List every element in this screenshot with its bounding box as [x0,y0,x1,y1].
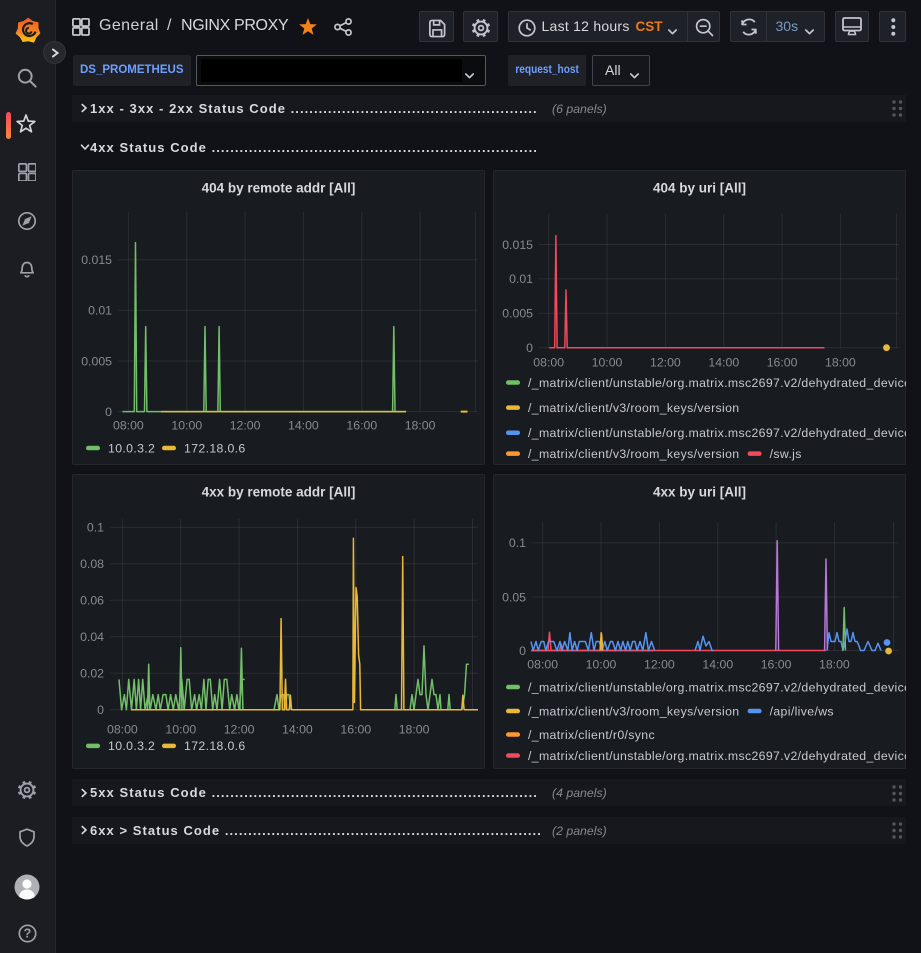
svg-text:0: 0 [97,703,104,717]
svg-text:?: ? [23,927,31,941]
svg-text:14:00: 14:00 [702,657,733,671]
svg-text:10:00: 10:00 [171,418,202,432]
svg-text:/_matrix/client/v3/room_keys/v: /_matrix/client/v3/room_keys/version [528,447,739,461]
svg-text:172.18.0.6: 172.18.0.6 [184,441,246,455]
svg-text:4xx by remote addr [All]: 4xx by remote addr [All] [202,484,356,499]
svg-text:08:00: 08:00 [533,355,564,369]
svg-text:/sw.js: /sw.js [770,447,802,461]
svg-text:0: 0 [105,405,112,419]
svg-text:/api/live/ws: /api/live/ws [770,704,834,718]
svg-text:0.01: 0.01 [88,304,112,318]
svg-text:0.1: 0.1 [509,536,526,550]
svg-text:/_matrix/client/unstable/org.m: /_matrix/client/unstable/org.matrix.msc2… [528,376,906,390]
svg-text:12:00: 12:00 [644,657,675,671]
svg-text:/_matrix/client/r0/sync: /_matrix/client/r0/sync [528,727,655,741]
svg-text:14:00: 14:00 [708,355,739,369]
svg-text:10:00: 10:00 [586,657,617,671]
svg-text:/_matrix/client/unstable/org.m: /_matrix/client/unstable/org.matrix.msc2… [528,748,906,762]
svg-text:18:00: 18:00 [399,722,430,736]
svg-text:14:00: 14:00 [282,722,313,736]
svg-text:10:00: 10:00 [592,355,623,369]
svg-text:0: 0 [519,643,526,657]
svg-text:4xx by uri [All]: 4xx by uri [All] [653,484,746,499]
svg-text:10.0.3.2: 10.0.3.2 [108,739,155,753]
svg-text:16:00: 16:00 [767,355,798,369]
svg-text:16:00: 16:00 [761,657,792,671]
svg-text:0.015: 0.015 [81,253,112,267]
svg-text:0.1: 0.1 [87,520,104,534]
svg-text:404 by remote addr [All]: 404 by remote addr [All] [202,180,356,195]
svg-text:16:00: 16:00 [340,722,371,736]
svg-text:12:00: 12:00 [224,722,255,736]
svg-text:0.005: 0.005 [502,307,533,321]
svg-text:10:00: 10:00 [165,722,196,736]
svg-text:14:00: 14:00 [288,418,319,432]
svg-text:/_matrix/client/v3/room_keys/v: /_matrix/client/v3/room_keys/version [528,401,739,415]
svg-text:0.05: 0.05 [502,590,526,604]
svg-text:18:00: 18:00 [825,355,856,369]
svg-text:0.005: 0.005 [81,354,112,368]
svg-text:/_matrix/client/v3/room_keys/v: /_matrix/client/v3/room_keys/version [528,704,739,718]
svg-text:12:00: 12:00 [650,355,681,369]
svg-text:0.01: 0.01 [509,272,533,286]
svg-text:08:00: 08:00 [107,722,138,736]
svg-text:/_matrix/client/unstable/org.m: /_matrix/client/unstable/org.matrix.msc2… [528,426,906,440]
svg-text:12:00: 12:00 [230,418,261,432]
svg-text:0.08: 0.08 [80,557,104,571]
svg-text:18:00: 18:00 [405,418,436,432]
svg-text:/_matrix/client/unstable/org.m: /_matrix/client/unstable/org.matrix.msc2… [528,680,906,694]
svg-text:172.18.0.6: 172.18.0.6 [184,739,246,753]
svg-text:08:00: 08:00 [527,657,558,671]
svg-text:16:00: 16:00 [346,418,377,432]
svg-text:404 by uri [All]: 404 by uri [All] [653,180,746,195]
svg-text:0: 0 [526,341,533,355]
svg-text:0.06: 0.06 [80,593,104,607]
svg-text:0.04: 0.04 [80,630,104,644]
svg-text:08:00: 08:00 [113,418,144,432]
svg-text:18:00: 18:00 [819,657,850,671]
svg-text:0.015: 0.015 [502,238,533,252]
svg-text:10.0.3.2: 10.0.3.2 [108,441,155,455]
svg-text:0.02: 0.02 [80,666,104,680]
